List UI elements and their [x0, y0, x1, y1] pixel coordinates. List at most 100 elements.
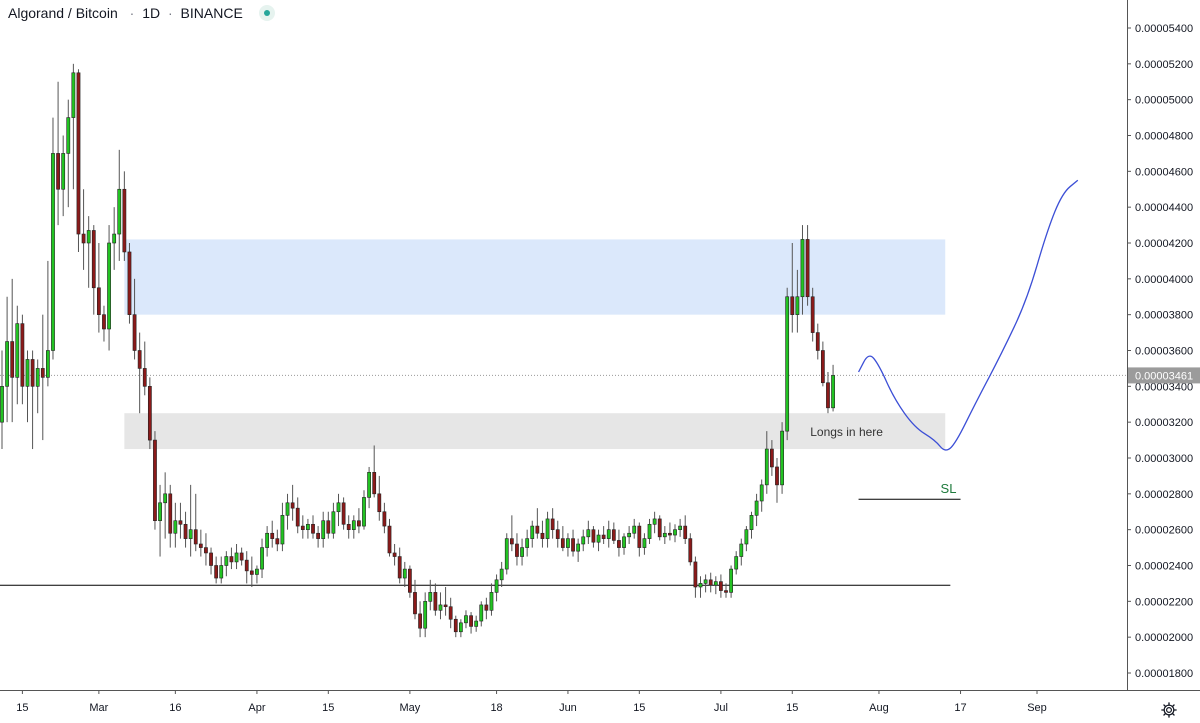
market-status-icon[interactable]: [258, 5, 275, 21]
candle[interactable]: [739, 543, 744, 557]
candle[interactable]: [606, 529, 611, 539]
candle[interactable]: [474, 620, 479, 627]
candle[interactable]: [790, 296, 795, 315]
candle[interactable]: [576, 543, 581, 552]
candle[interactable]: [581, 536, 586, 545]
candle[interactable]: [102, 314, 106, 330]
candle[interactable]: [300, 525, 305, 530]
candle[interactable]: [295, 507, 300, 527]
time-axis[interactable]: [0, 690, 1200, 723]
candle[interactable]: [525, 538, 530, 548]
candle[interactable]: [372, 472, 377, 495]
candle[interactable]: [10, 341, 15, 378]
candle[interactable]: [662, 532, 667, 538]
candle[interactable]: [285, 502, 290, 516]
candle[interactable]: [35, 368, 40, 387]
candle[interactable]: [632, 525, 637, 534]
candle[interactable]: [107, 242, 111, 330]
candle[interactable]: [20, 323, 25, 387]
candle[interactable]: [117, 188, 122, 235]
candle[interactable]: [520, 547, 524, 557]
candle[interactable]: [61, 153, 66, 190]
candle[interactable]: [336, 502, 341, 513]
candle[interactable]: [555, 529, 560, 539]
candle[interactable]: [168, 493, 173, 534]
candle[interactable]: [321, 520, 326, 539]
candle[interactable]: [408, 568, 412, 593]
candle[interactable]: [683, 525, 688, 539]
candle[interactable]: [56, 153, 60, 190]
candle[interactable]: [239, 552, 244, 561]
candle[interactable]: [81, 233, 86, 244]
candle[interactable]: [826, 382, 830, 409]
candle[interactable]: [112, 233, 117, 244]
candle[interactable]: [627, 532, 632, 538]
candle[interactable]: [719, 581, 723, 591]
candle[interactable]: [413, 592, 417, 615]
candle[interactable]: [280, 515, 285, 545]
candle[interactable]: [188, 529, 193, 539]
candle[interactable]: [469, 615, 473, 627]
candle[interactable]: [484, 604, 489, 611]
candle[interactable]: [596, 534, 601, 543]
candle[interactable]: [0, 386, 4, 423]
candle[interactable]: [382, 511, 387, 527]
candle[interactable]: [708, 579, 713, 586]
candle[interactable]: [785, 296, 790, 432]
candle[interactable]: [367, 472, 371, 498]
candle[interactable]: [657, 518, 662, 538]
candle[interactable]: [601, 534, 606, 539]
candle[interactable]: [265, 532, 270, 548]
candle[interactable]: [759, 484, 764, 502]
candle[interactable]: [214, 565, 219, 579]
candle[interactable]: [453, 618, 458, 633]
candle[interactable]: [637, 525, 642, 548]
candle[interactable]: [249, 570, 254, 575]
candle[interactable]: [147, 386, 152, 441]
candle[interactable]: [173, 520, 178, 534]
interval-label[interactable]: 1D: [142, 5, 161, 21]
candle[interactable]: [71, 72, 76, 118]
candle[interactable]: [458, 622, 463, 633]
candle[interactable]: [331, 511, 336, 534]
candle[interactable]: [423, 601, 428, 629]
candle[interactable]: [764, 448, 769, 486]
candle[interactable]: [25, 359, 30, 387]
candle[interactable]: [15, 323, 20, 378]
candle[interactable]: [795, 296, 800, 315]
candle[interactable]: [183, 523, 188, 539]
candle[interactable]: [275, 538, 280, 545]
candle[interactable]: [362, 497, 366, 527]
candle[interactable]: [428, 592, 433, 602]
candle[interactable]: [800, 239, 805, 298]
candle[interactable]: [611, 529, 616, 541]
candle[interactable]: [566, 538, 570, 548]
candle[interactable]: [204, 547, 208, 554]
candle[interactable]: [132, 314, 137, 351]
candle[interactable]: [397, 556, 402, 579]
candle[interactable]: [540, 532, 545, 539]
candle[interactable]: [30, 359, 35, 387]
candle[interactable]: [734, 556, 739, 570]
candle[interactable]: [688, 538, 693, 563]
candle[interactable]: [550, 518, 555, 530]
candle[interactable]: [805, 239, 810, 298]
candle[interactable]: [387, 525, 392, 554]
candle[interactable]: [234, 552, 239, 563]
candle[interactable]: [443, 604, 448, 608]
candle[interactable]: [438, 604, 443, 611]
candle[interactable]: [433, 592, 438, 611]
candle[interactable]: [545, 518, 550, 539]
candle[interactable]: [96, 287, 101, 315]
candle[interactable]: [652, 518, 657, 525]
symbol-title[interactable]: Algorand / Bitcoin: [8, 5, 118, 21]
candle[interactable]: [122, 188, 127, 253]
candle[interactable]: [351, 520, 356, 530]
candle[interactable]: [255, 568, 259, 575]
candle[interactable]: [698, 583, 703, 588]
candle[interactable]: [346, 523, 351, 530]
candle[interactable]: [729, 568, 733, 593]
candle[interactable]: [668, 532, 672, 536]
candle[interactable]: [678, 525, 682, 530]
